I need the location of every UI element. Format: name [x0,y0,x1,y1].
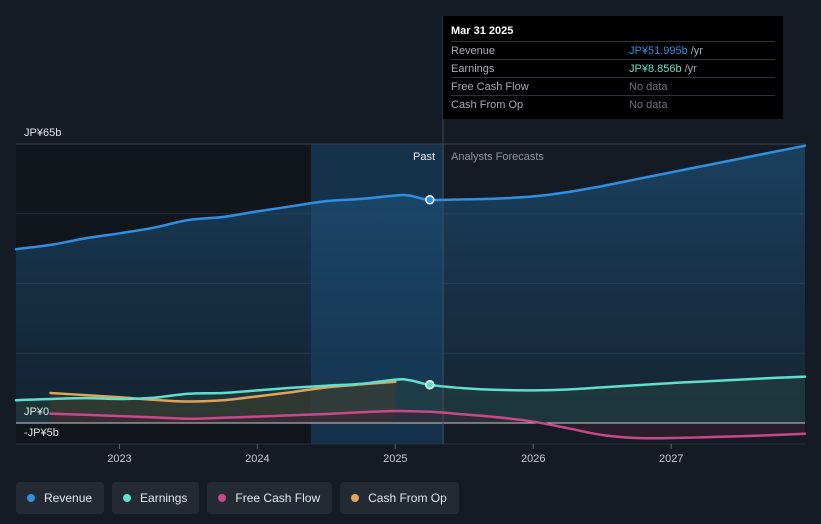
tooltip-date: Mar 31 2025 [451,25,514,37]
tooltip-row-value: JP¥51.995b [629,44,688,57]
y-axis-top-label: JP¥65b [24,127,61,139]
series-lines [14,144,807,440]
chart-area: JP¥65b JP¥0 -JP¥5b Past Analysts Forecas… [14,16,807,465]
tooltip-row-value: JP¥8.856b [629,62,682,75]
legend-label: Free Cash Flow [235,491,321,505]
y-axis-bottom-label: -JP¥5b [24,427,59,439]
legend-item-earnings[interactable]: Earnings [112,482,200,514]
tooltip-row: Free Cash Flow No data [451,77,775,95]
tooltip-row: Revenue JP¥51.995b/yr [451,41,775,59]
free-cash-flow-line [49,409,807,440]
tooltip-row-value: No data [629,80,668,93]
y-axis-zero-label: JP¥0 [24,406,49,418]
revenue-area [16,145,805,423]
legend-dot-icon [123,494,132,502]
data-tooltip: Mar 31 2025 Revenue JP¥51.995b/yr Earnings… [443,16,783,119]
legend-item-free-cash-flow[interactable]: Free Cash Flow [207,482,333,514]
x-tick-label: 2024 [245,453,269,465]
legend-item-cash-from-op[interactable]: Cash From Op [340,482,459,514]
legend-dot-icon [27,494,35,502]
revenue-line [14,144,807,251]
earnings-marker [425,380,435,390]
forecast-label: Analysts Forecasts [451,151,544,163]
past-label: Past [413,151,435,163]
x-tick-label: 2027 [659,453,683,465]
tooltip-row-unit: /yr [690,44,703,57]
chart-legend: Revenue Earnings Free Cash Flow Cash From O… [16,482,459,514]
tooltip-row-name: Revenue [451,44,496,57]
legend-dot-icon [218,494,227,502]
x-axis-ticks: 2023 2024 2025 2026 2027 [107,444,683,465]
tooltip-row-value: No data [629,98,668,111]
tooltip-row-name: Cash From Op [451,98,524,111]
tooltip-row: Cash From Op No data [451,95,775,113]
tooltip-row: Earnings JP¥8.856b/yr [451,59,775,77]
legend-dot-icon [351,494,360,502]
legend-label: Cash From Op [368,491,447,505]
x-tick-label: 2025 [383,453,407,465]
legend-label: Earnings [140,491,188,505]
revenue-marker [425,195,435,205]
series-markers [425,195,435,390]
legend-item-revenue[interactable]: Revenue [16,482,105,514]
cash-from-op-area [50,381,396,423]
earnings-line [14,375,807,402]
x-tick-label: 2023 [107,453,131,465]
x-tick-label: 2026 [521,453,545,465]
tooltip-rows: Revenue JP¥51.995b/yr Earnings JP¥8.856b/yr… [451,41,775,113]
tooltip-row-name: Earnings [451,62,495,75]
tooltip-row-name: Free Cash Flow [451,80,529,93]
legend-label: Revenue [44,491,93,505]
tooltip-row-unit: /yr [684,62,697,75]
